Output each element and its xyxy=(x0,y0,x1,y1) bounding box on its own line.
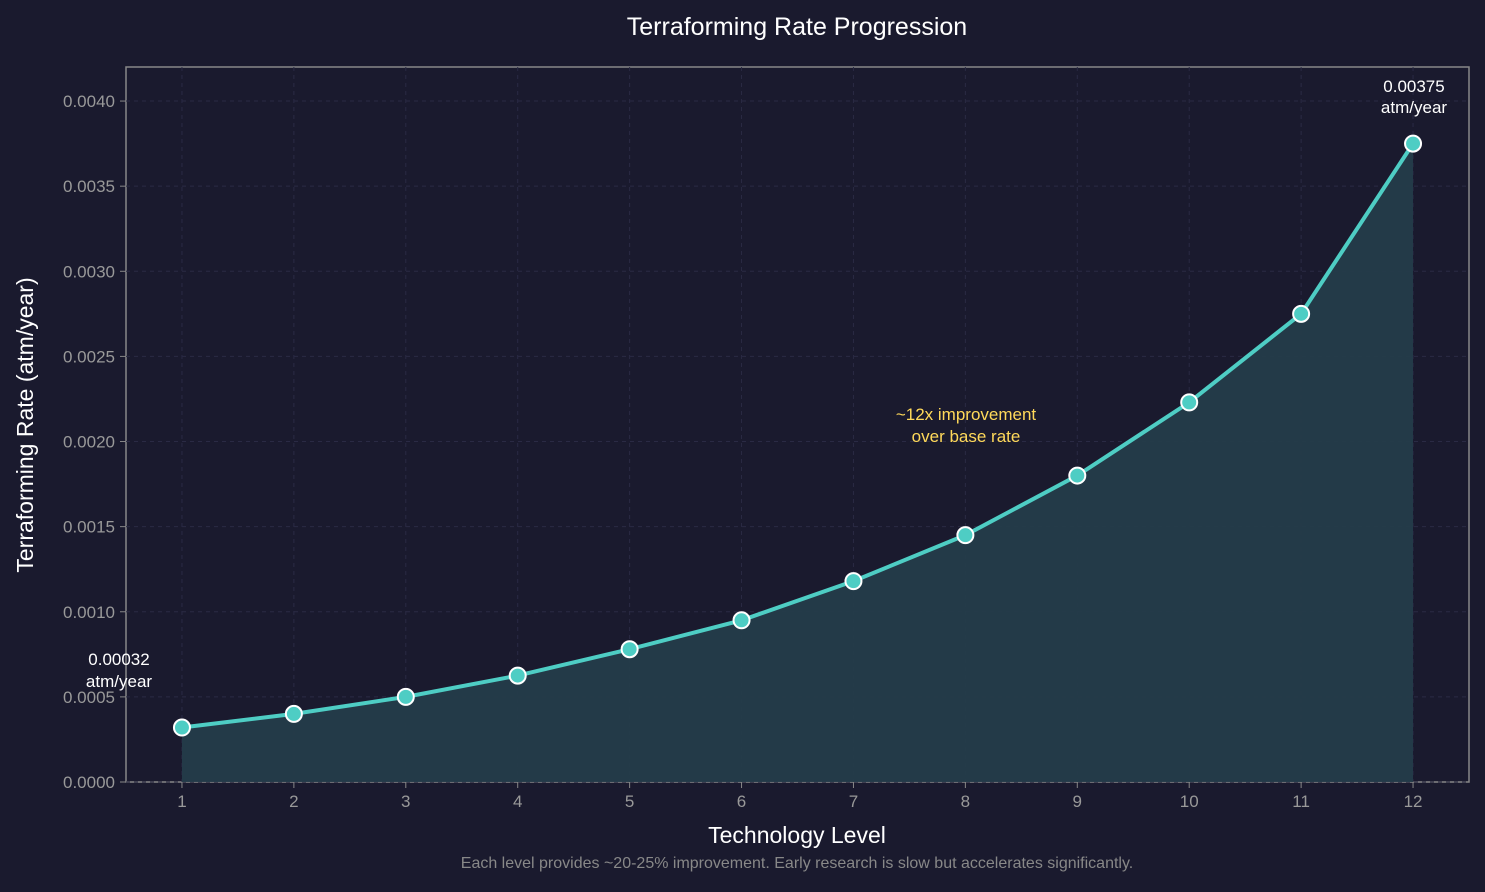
y-tick-label: 0.0025 xyxy=(63,347,115,366)
start-annotation-unit: atm/year xyxy=(86,672,152,691)
y-tick-label: 0.0000 xyxy=(63,773,115,792)
area-fill xyxy=(181,143,1414,782)
x-tick-label: 11 xyxy=(1292,792,1310,811)
y-tick-label: 0.0035 xyxy=(63,177,115,196)
x-tick-label: 9 xyxy=(1073,792,1082,811)
x-tick-label: 6 xyxy=(737,792,746,811)
series-line xyxy=(181,142,1415,730)
caption: Each level provides ~20-25% improvement.… xyxy=(461,855,1133,872)
y-axis-label: Terraforming Rate (atm/year) xyxy=(12,277,38,572)
data-point xyxy=(1292,304,1311,323)
data-point xyxy=(1180,393,1199,412)
data-point xyxy=(1404,134,1423,153)
x-tick-label: 4 xyxy=(513,792,522,811)
data-point xyxy=(732,611,751,630)
data-point xyxy=(284,704,303,723)
data-point xyxy=(844,572,863,591)
end-annotation-unit: atm/year xyxy=(1381,98,1447,117)
start-annotation-value: 0.00032 xyxy=(88,650,149,669)
y-tick-label: 0.0005 xyxy=(63,688,115,707)
x-tick-label: 8 xyxy=(961,792,970,811)
x-tick-label: 2 xyxy=(289,792,298,811)
end-annotation-value: 0.00375 xyxy=(1383,77,1444,96)
y-tick-label: 0.0040 xyxy=(63,92,115,111)
improvement-annotation-line1: ~12x improvement xyxy=(896,405,1037,424)
y-tick-label: 0.0020 xyxy=(63,433,115,452)
improvement-annotation-line2: over base rate xyxy=(912,427,1021,446)
data-point xyxy=(1068,466,1087,485)
x-tick-label: 12 xyxy=(1404,792,1423,811)
y-tick-label: 0.0010 xyxy=(63,603,115,622)
x-axis-label: Technology Level xyxy=(708,822,886,848)
data-point xyxy=(172,718,191,737)
x-tick-label: 10 xyxy=(1180,792,1199,811)
data-point xyxy=(508,666,527,685)
y-tick-label: 0.0030 xyxy=(63,262,115,281)
x-tick-label: 3 xyxy=(401,792,410,811)
y-tick-label: 0.0015 xyxy=(63,518,115,537)
x-tick-label: 1 xyxy=(177,792,186,811)
x-tick-label: 7 xyxy=(849,792,858,811)
data-point xyxy=(396,687,415,706)
data-point xyxy=(620,640,639,659)
x-tick-label: 5 xyxy=(625,792,634,811)
chart-title: Terraforming Rate Progression xyxy=(627,13,967,41)
data-point xyxy=(956,526,975,545)
